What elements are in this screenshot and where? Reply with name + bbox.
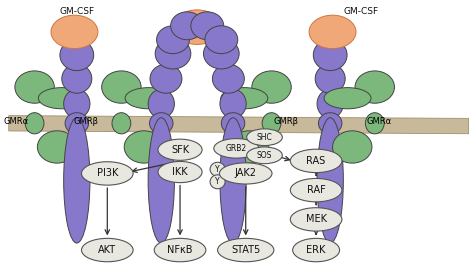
Text: AKT: AKT [98,245,116,255]
Text: NFκB: NFκB [167,245,193,255]
Text: PI3K: PI3K [97,169,118,178]
Ellipse shape [290,178,342,202]
Ellipse shape [212,64,244,93]
Ellipse shape [171,12,203,40]
Text: STAT5: STAT5 [231,245,260,255]
Ellipse shape [62,64,92,93]
Text: JAK2: JAK2 [235,169,257,178]
Ellipse shape [155,38,191,69]
Text: Y: Y [215,177,220,186]
Ellipse shape [154,238,206,262]
Ellipse shape [229,131,269,163]
Ellipse shape [309,15,356,49]
Ellipse shape [156,26,190,54]
Text: MEK: MEK [306,214,327,224]
Ellipse shape [203,38,239,69]
Ellipse shape [246,147,283,164]
Text: GM-CSF: GM-CSF [59,7,94,16]
Ellipse shape [38,88,85,109]
Text: GMRβ: GMRβ [73,117,99,126]
Ellipse shape [124,131,164,163]
Text: ERK: ERK [306,245,326,255]
Ellipse shape [25,113,44,134]
Ellipse shape [317,118,343,243]
Text: Y: Y [215,165,220,174]
Text: SHC: SHC [256,133,273,142]
Ellipse shape [355,71,394,103]
Ellipse shape [64,118,90,243]
Ellipse shape [220,89,246,118]
Ellipse shape [60,39,94,71]
Ellipse shape [313,39,347,71]
Ellipse shape [319,113,342,134]
Ellipse shape [246,129,283,146]
Ellipse shape [214,139,259,158]
Ellipse shape [210,162,225,176]
Ellipse shape [82,162,133,185]
Ellipse shape [150,64,182,93]
Ellipse shape [317,89,343,118]
Ellipse shape [15,71,55,103]
Text: RAS: RAS [307,156,326,166]
Text: GRB2: GRB2 [226,144,247,153]
Text: SOS: SOS [257,151,272,160]
Ellipse shape [82,238,133,262]
Ellipse shape [219,163,272,184]
Ellipse shape [191,12,224,40]
Ellipse shape [365,113,384,134]
Ellipse shape [205,26,238,54]
Text: SFK: SFK [171,145,189,155]
Ellipse shape [102,71,141,103]
Ellipse shape [37,131,77,163]
Ellipse shape [64,89,90,118]
Text: IKK: IKK [172,167,188,177]
Text: GMRα: GMRα [367,117,392,126]
Ellipse shape [125,88,172,109]
Ellipse shape [51,15,98,49]
Ellipse shape [221,88,268,109]
Ellipse shape [221,113,245,134]
Ellipse shape [65,113,89,134]
Text: GM-CSF: GM-CSF [343,7,378,16]
Text: GMRα: GMRα [3,117,28,126]
Ellipse shape [148,118,174,243]
Ellipse shape [112,113,131,134]
Ellipse shape [173,10,221,45]
Ellipse shape [158,139,202,160]
Ellipse shape [210,175,225,189]
Text: RAF: RAF [307,185,326,195]
Ellipse shape [148,89,174,118]
Ellipse shape [262,113,281,134]
Polygon shape [9,116,469,134]
Ellipse shape [218,238,274,262]
Ellipse shape [333,131,372,163]
Ellipse shape [290,149,342,172]
Ellipse shape [158,162,202,183]
Ellipse shape [324,88,371,109]
Ellipse shape [149,113,173,134]
Ellipse shape [290,208,342,231]
Ellipse shape [315,64,345,93]
Ellipse shape [292,238,339,262]
Text: GMRβ: GMRβ [273,117,298,126]
Ellipse shape [252,71,291,103]
Ellipse shape [220,118,246,243]
